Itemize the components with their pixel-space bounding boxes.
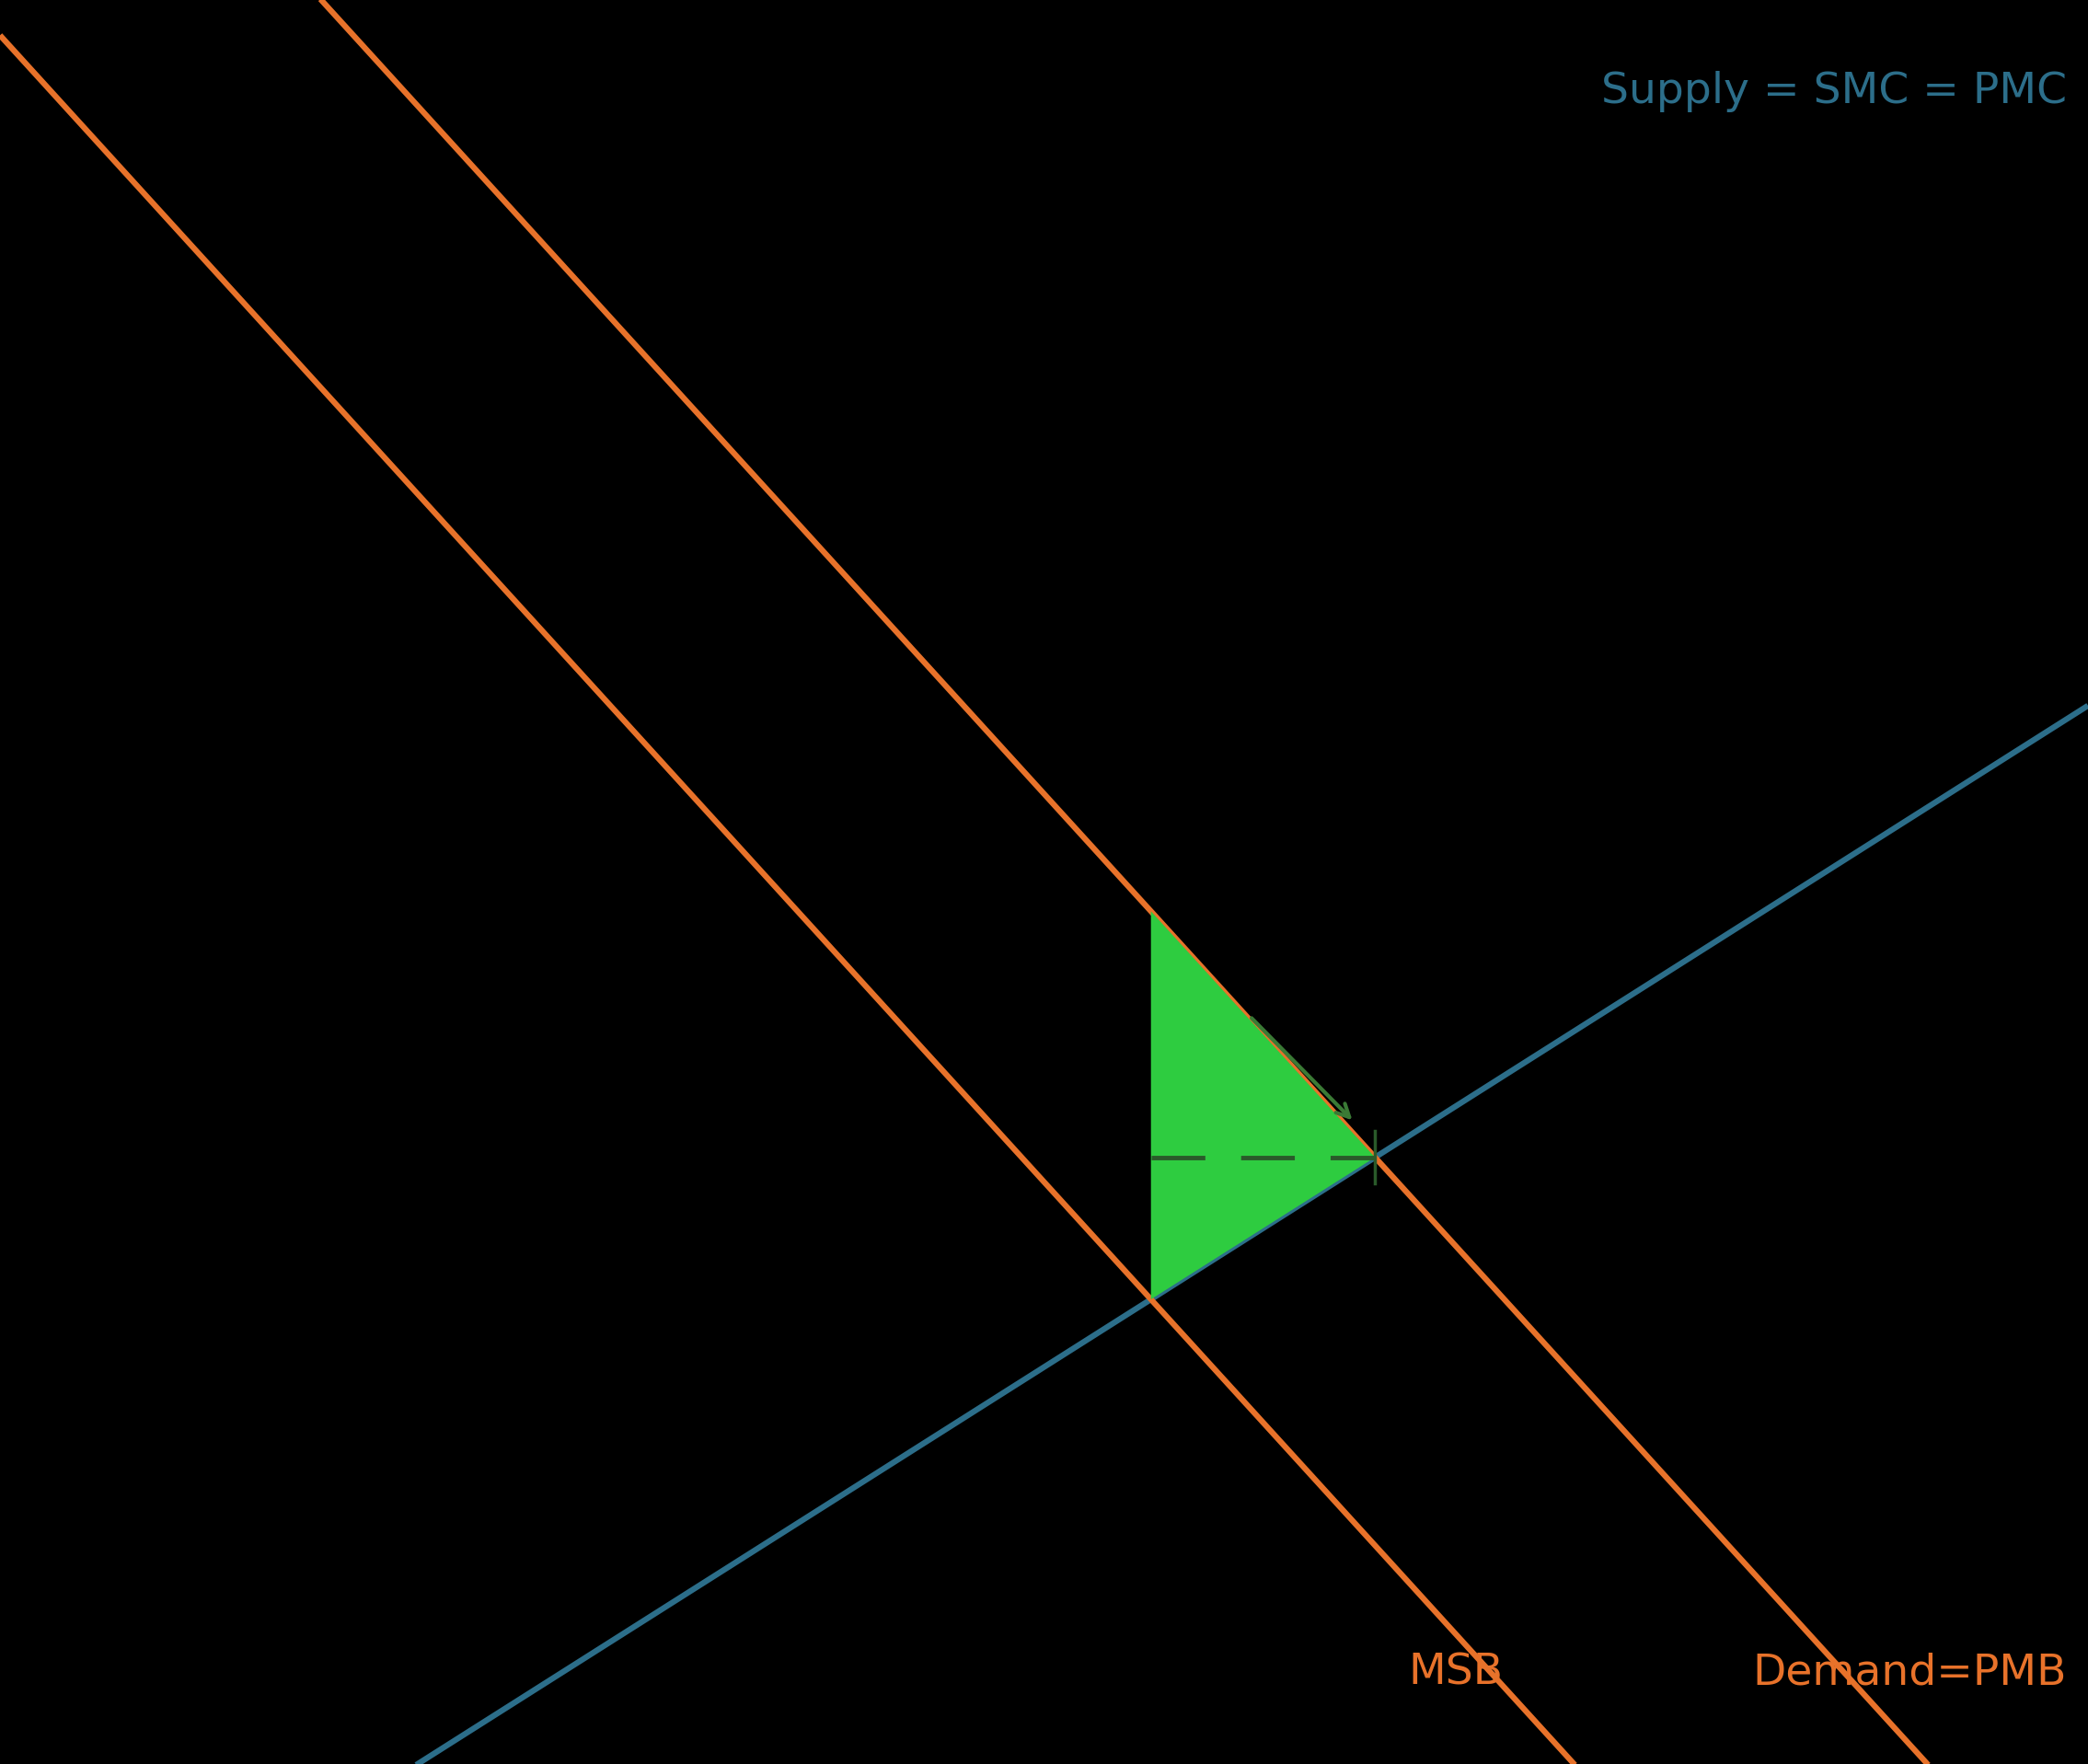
Text: Supply = SMC = PMC: Supply = SMC = PMC	[1601, 71, 2067, 111]
Polygon shape	[1150, 912, 1376, 1300]
Text: MSB: MSB	[1409, 1653, 1503, 1693]
Text: Demand=PMB: Demand=PMB	[1752, 1653, 2067, 1693]
